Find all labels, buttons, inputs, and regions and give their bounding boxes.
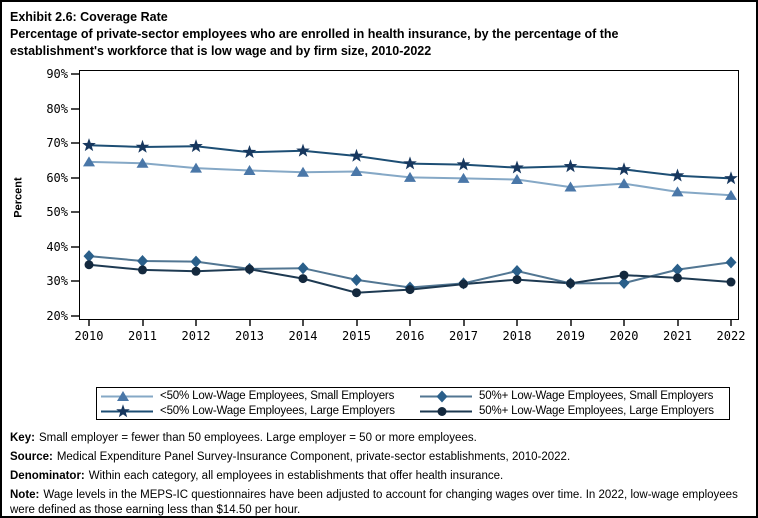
y-tick-mark <box>71 176 79 179</box>
x-tick-label: 2019 <box>556 329 585 343</box>
footnote-text: Within each category, all employees in e… <box>88 470 504 482</box>
x-tick-mark <box>355 320 358 326</box>
x-tick-mark <box>409 320 411 326</box>
y-tick-mark <box>71 314 79 317</box>
footnote-label: Note: <box>10 489 40 501</box>
y-tick-mark <box>71 280 79 283</box>
footnote-text: Medical Expenditure Panel Survey-Insuran… <box>56 451 571 463</box>
x-tick-mark <box>730 320 732 326</box>
y-tick-label: 30% <box>46 274 68 289</box>
footnote-label: Source: <box>10 451 53 463</box>
x-tick-mark <box>248 320 251 326</box>
y-tick-label: 90% <box>46 67 68 82</box>
x-tick-mark <box>516 320 518 326</box>
legend-label: 50%+ Low-Wage Employees, Small Employers <box>479 390 714 402</box>
x-tick-label: 2011 <box>128 329 157 343</box>
x-tick-mark <box>141 320 144 326</box>
y-tick-label: 80% <box>46 101 68 116</box>
chart-title: Exhibit 2.6: Coverage Rate <box>10 10 168 24</box>
chart-series-canvas <box>82 138 738 298</box>
legend-item-lt50-small: <50% Low-Wage Employees, Small Employers <box>100 389 419 404</box>
x-tick-mark <box>676 320 679 326</box>
x-tick-mark <box>623 320 625 326</box>
footnote-source: Source: Medical Expenditure Panel Survey-… <box>10 450 752 465</box>
x-tick-label: 2020 <box>609 329 639 343</box>
circle-marker-icon <box>419 404 473 419</box>
x-tick-mark <box>88 320 90 326</box>
footnote-label: Denominator: <box>10 470 85 482</box>
y-tick-label: 60% <box>46 170 68 185</box>
x-tick-label: 2010 <box>74 329 104 343</box>
x-tick-label: 2016 <box>395 329 425 343</box>
footnote-text: Wage levels in the MEPS-IC questionnaire… <box>10 489 738 516</box>
legend-item-50plus-large: 50%+ Low-Wage Employees, Large Employers <box>419 404 729 419</box>
chart-legend: <50% Low-Wage Employees, Small Employers… <box>96 387 730 420</box>
legend-item-50plus-small: 50%+ Low-Wage Employees, Small Employers <box>419 389 729 404</box>
legend-item-lt50-large: <50% Low-Wage Employees, Large Employers <box>100 403 419 419</box>
y-tick-mark <box>71 73 79 76</box>
y-tick-mark <box>71 142 79 145</box>
legend-label: 50%+ Low-Wage Employees, Large Employers <box>479 405 714 417</box>
y-tick-mark <box>71 211 79 214</box>
y-tick-label: 20% <box>46 308 68 323</box>
y-tick-mark <box>71 107 79 110</box>
x-tick-label: 2022 <box>716 329 746 343</box>
triangle-marker-icon <box>100 389 154 404</box>
chart-header: Exhibit 2.6: Coverage Rate Percentage of… <box>10 9 710 60</box>
x-tick-mark <box>462 320 465 326</box>
plot-area <box>79 70 739 320</box>
footnote-key: Key: Small employer = fewer than 50 emplo… <box>10 431 752 446</box>
x-tick-label: 2013 <box>235 329 264 343</box>
x-tick-mark <box>569 320 572 326</box>
x-tick-label: 2018 <box>502 329 532 343</box>
x-tick-mark <box>195 320 197 326</box>
footnotes: Key: Small employer = fewer than 50 emplo… <box>10 431 752 516</box>
legend-label: <50% Low-Wage Employees, Small Employers <box>160 390 395 402</box>
footnote-denominator: Denominator: Within each category, all em… <box>10 469 752 484</box>
x-tick-label: 2012 <box>181 329 211 343</box>
x-tick-label: 2015 <box>342 329 371 343</box>
x-tick-mark <box>302 320 304 326</box>
footnote-label: Key: <box>10 432 35 444</box>
y-tick-label: 50% <box>46 205 68 220</box>
legend-label: <50% Low-Wage Employees, Large Employers <box>160 405 395 417</box>
x-tick-label: 2017 <box>449 329 478 343</box>
footnote-text: Small employer = fewer than 50 employees… <box>38 432 477 444</box>
star-marker-icon <box>100 403 154 419</box>
y-tick-label: 70% <box>46 136 68 151</box>
x-tick-label: 2021 <box>663 329 692 343</box>
x-tick-label: 2014 <box>288 329 318 343</box>
diamond-marker-icon <box>419 389 473 404</box>
chart-subtitle: Percentage of private-sector employees w… <box>10 27 619 58</box>
y-tick-mark <box>71 245 79 248</box>
y-tick-label: 40% <box>46 239 68 254</box>
footnote-note: Note: Wage levels in the MEPS-IC question… <box>10 488 752 516</box>
